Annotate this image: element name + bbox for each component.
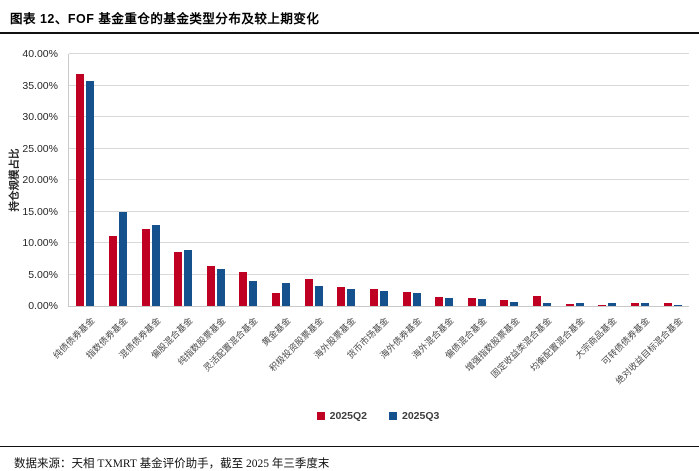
bar-group-10 — [363, 54, 396, 306]
gridline-20pct — [69, 179, 689, 180]
bar-2025Q3-19 — [673, 305, 682, 306]
bar-2025Q2-17 — [598, 305, 607, 306]
legend-item-2025q2: 2025Q2 — [316, 410, 367, 422]
y-tick-label: 0.00% — [28, 300, 58, 312]
bar-2025Q2-15 — [533, 295, 542, 306]
footer-divider — [0, 446, 699, 447]
bar-2025Q3-1 — [86, 81, 95, 306]
bar-2025Q2-2 — [108, 236, 117, 306]
title-divider — [0, 32, 699, 34]
bar-2025Q2-19 — [663, 303, 672, 306]
bar-2025Q3-11 — [412, 293, 421, 306]
bar-group-4 — [167, 54, 200, 306]
bar-2025Q3-15 — [543, 303, 552, 306]
legend-label-2025q2: 2025Q2 — [329, 410, 367, 422]
bar-2025Q2-9 — [337, 287, 346, 306]
bar-2025Q2-3 — [141, 228, 150, 306]
bar-group-16 — [558, 54, 591, 306]
bar-2025Q3-2 — [118, 212, 127, 306]
y-tick-label: 35.00% — [22, 79, 58, 92]
bar-2025Q2-10 — [369, 289, 378, 306]
bar-2025Q2-14 — [500, 300, 509, 306]
bar-2025Q2-5 — [206, 266, 215, 306]
bar-2025Q3-17 — [608, 303, 617, 306]
bar-2025Q3-12 — [445, 297, 454, 306]
y-tick-label: 15.00% — [22, 205, 58, 218]
gridline-40pct — [69, 53, 689, 54]
y-tick-label: 40.00% — [22, 48, 58, 60]
legend: 2025Q2 2025Q3 — [68, 410, 688, 422]
bar-group-13 — [461, 54, 494, 306]
bar-2025Q2-6 — [239, 271, 248, 306]
bar-group-3 — [134, 54, 167, 306]
y-tick-label: 25.00% — [22, 142, 58, 155]
bar-2025Q2-16 — [565, 304, 574, 306]
legend-label-2025q3: 2025Q3 — [402, 410, 440, 422]
bar-2025Q3-6 — [249, 281, 258, 306]
bar-group-17 — [591, 54, 624, 306]
bar-2025Q2-4 — [174, 251, 183, 306]
bar-group-6 — [232, 54, 265, 306]
bar-group-7 — [265, 54, 298, 306]
bar-2025Q3-5 — [216, 269, 225, 306]
y-tick-label: 10.00% — [22, 237, 58, 249]
gridline-30pct — [69, 116, 689, 117]
legend-swatch-2025q2 — [316, 412, 325, 420]
y-tick-label: 30.00% — [22, 111, 58, 123]
bar-group-11 — [395, 54, 428, 306]
bar-group-2 — [102, 54, 135, 306]
gridline-35pct — [69, 84, 689, 86]
bar-2025Q2-8 — [304, 278, 313, 306]
bar-2025Q3-14 — [510, 302, 519, 306]
gridline-25pct — [69, 147, 689, 149]
bar-2025Q3-16 — [575, 302, 584, 306]
y-tick-label: 5.00% — [28, 268, 58, 281]
legend-item-2025q3: 2025Q3 — [389, 410, 439, 422]
bar-2025Q3-3 — [151, 225, 160, 306]
bar-2025Q3-4 — [184, 249, 193, 306]
bar-2025Q3-8 — [314, 285, 323, 306]
bar-group-9 — [330, 54, 363, 306]
bar-2025Q3-7 — [282, 283, 291, 306]
gridline-10pct — [69, 242, 689, 243]
bar-group-5 — [200, 54, 233, 306]
legend-swatch-2025q3 — [389, 412, 397, 420]
y-tick-label: 20.00% — [22, 174, 58, 186]
x-axis-category-labels: 纯债债券基金 指数债券基金 混债债券基金 偏股混合基金 纯指数股票基金 灵活配置混合基金黄… — [52, 308, 688, 410]
bar-group-1 — [69, 54, 102, 306]
bar-group-18 — [624, 54, 657, 306]
source-note: 数据来源：天相 TXMRT 基金评价助手，截至 2025 年三季度末 — [14, 458, 330, 470]
grouped-bar-chart: 持仓规模占比 0.00% 5.00% 10.00% 15.00% 20.00% 25.00… — [0, 48, 699, 432]
bar-2025Q3-9 — [347, 289, 356, 306]
gridline-5pct — [69, 273, 689, 275]
bar-2025Q2-7 — [272, 293, 281, 306]
bar-2025Q2-12 — [435, 297, 444, 306]
figure-title: 图表 12、FOF 基金重仓的基金类型分布及较上期变化 — [10, 12, 320, 26]
bar-group-15 — [526, 54, 559, 306]
gridline-15pct — [69, 210, 689, 212]
bar-2025Q2-1 — [76, 73, 85, 306]
y-axis-tick-labels: 0.00% 5.00% 10.00% 15.00% 20.00% 25.00% 30.00%… — [0, 48, 62, 312]
bar-group-14 — [493, 54, 526, 306]
bar-2025Q3-18 — [640, 303, 649, 306]
bar-2025Q3-13 — [477, 299, 486, 306]
bar-2025Q2-11 — [402, 291, 411, 306]
bar-2025Q2-13 — [467, 298, 476, 306]
bar-group-8 — [297, 54, 330, 306]
bar-group-19 — [656, 54, 689, 306]
bar-2025Q3-10 — [379, 290, 388, 306]
bar-group-12 — [428, 54, 461, 306]
bar-2025Q2-18 — [630, 302, 639, 306]
plot-area — [68, 53, 689, 307]
